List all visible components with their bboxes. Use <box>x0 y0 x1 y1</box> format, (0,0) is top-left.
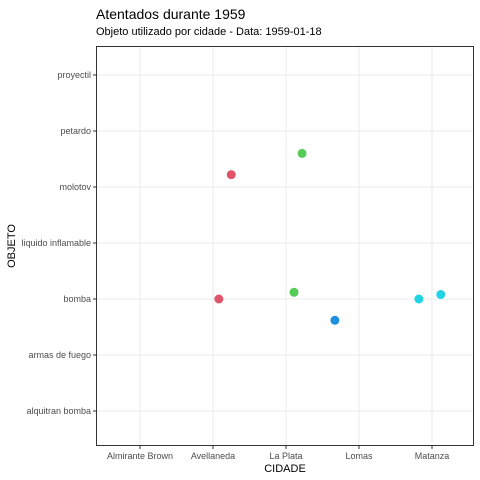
data-point <box>226 170 236 180</box>
data-point <box>289 287 299 297</box>
data-point <box>297 148 307 158</box>
y-tick-label: bomba <box>63 294 91 304</box>
chart-title: Atentados durante 1959 <box>96 6 246 22</box>
y-tick-label: molotov <box>59 182 91 192</box>
gridlines <box>96 46 474 446</box>
data-points <box>214 148 446 325</box>
x-axis-title: CIDADE <box>264 463 306 475</box>
y-tick-label: armas de fuego <box>28 350 91 360</box>
x-tick-label: La Plata <box>269 451 302 461</box>
x-tick-label: Almirante Brown <box>107 451 173 461</box>
y-axis-title: OBJETO <box>6 224 18 268</box>
x-axis-tick-labels: Almirante Brown Avellaneda La Plata Lomas Ma… <box>107 451 449 461</box>
data-point <box>330 315 340 325</box>
chart-subtitle: Objeto utilizado por cidade - Data: 1959… <box>96 26 322 38</box>
x-tick-label: Matanza <box>415 451 450 461</box>
axis-ticks <box>93 74 433 449</box>
y-axis-tick-labels: alquitran bomba armas de fuego bomba liquid… <box>21 70 91 416</box>
y-tick-label: petardo <box>60 126 91 136</box>
data-point <box>414 294 424 304</box>
plot-panel-border <box>96 46 474 446</box>
y-tick-label: liquido inflamable <box>21 238 91 248</box>
data-point <box>214 294 224 304</box>
x-tick-label: Avellaneda <box>191 451 235 461</box>
y-tick-label: proyectil <box>57 70 91 80</box>
data-point <box>436 290 446 300</box>
y-tick-label: alquitran bomba <box>26 406 91 416</box>
x-tick-label: Lomas <box>345 451 373 461</box>
